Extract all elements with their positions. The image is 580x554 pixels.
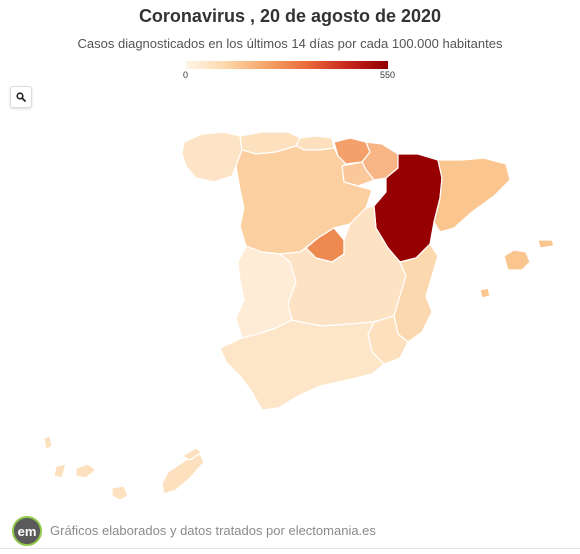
search-icon — [16, 92, 26, 102]
region-baleares-mallorca[interactable] — [503, 249, 531, 271]
region-navarra[interactable] — [361, 141, 399, 181]
region-cataluna[interactable] — [433, 157, 511, 233]
search-button[interactable] — [10, 86, 32, 108]
region-canarias-fuerteventura[interactable] — [53, 463, 67, 479]
legend-min-label: 0 — [183, 70, 189, 80]
region-canarias-east[interactable] — [161, 453, 205, 495]
region-canarias-lanzarote[interactable] — [43, 435, 53, 451]
region-baleares-menorca[interactable] — [537, 239, 555, 249]
region-galicia[interactable] — [181, 131, 243, 183]
region-baleares-ibiza[interactable] — [479, 287, 491, 299]
electomania-logo: em — [12, 516, 42, 546]
logo-text: em — [18, 524, 37, 539]
region-andalucia[interactable] — [219, 319, 385, 411]
map-subtitle: Casos diagnosticados en los últimos 14 d… — [77, 36, 503, 51]
footer-credit: Gráficos elaborados y datos tratados por… — [50, 523, 376, 538]
region-canarias-east-2[interactable] — [181, 447, 203, 461]
map-title: Coronavirus , 20 de agosto de 2020 — [138, 6, 442, 26]
region-canarias-tenerife[interactable] — [75, 463, 97, 479]
region-cantabria[interactable] — [295, 135, 335, 151]
legend-max-label: 550 — [380, 70, 396, 80]
region-canarias-gran-canaria[interactable] — [111, 485, 129, 501]
region-castilla-leon[interactable] — [235, 145, 373, 255]
footer-divider — [0, 548, 580, 549]
color-legend-bar — [186, 61, 388, 69]
